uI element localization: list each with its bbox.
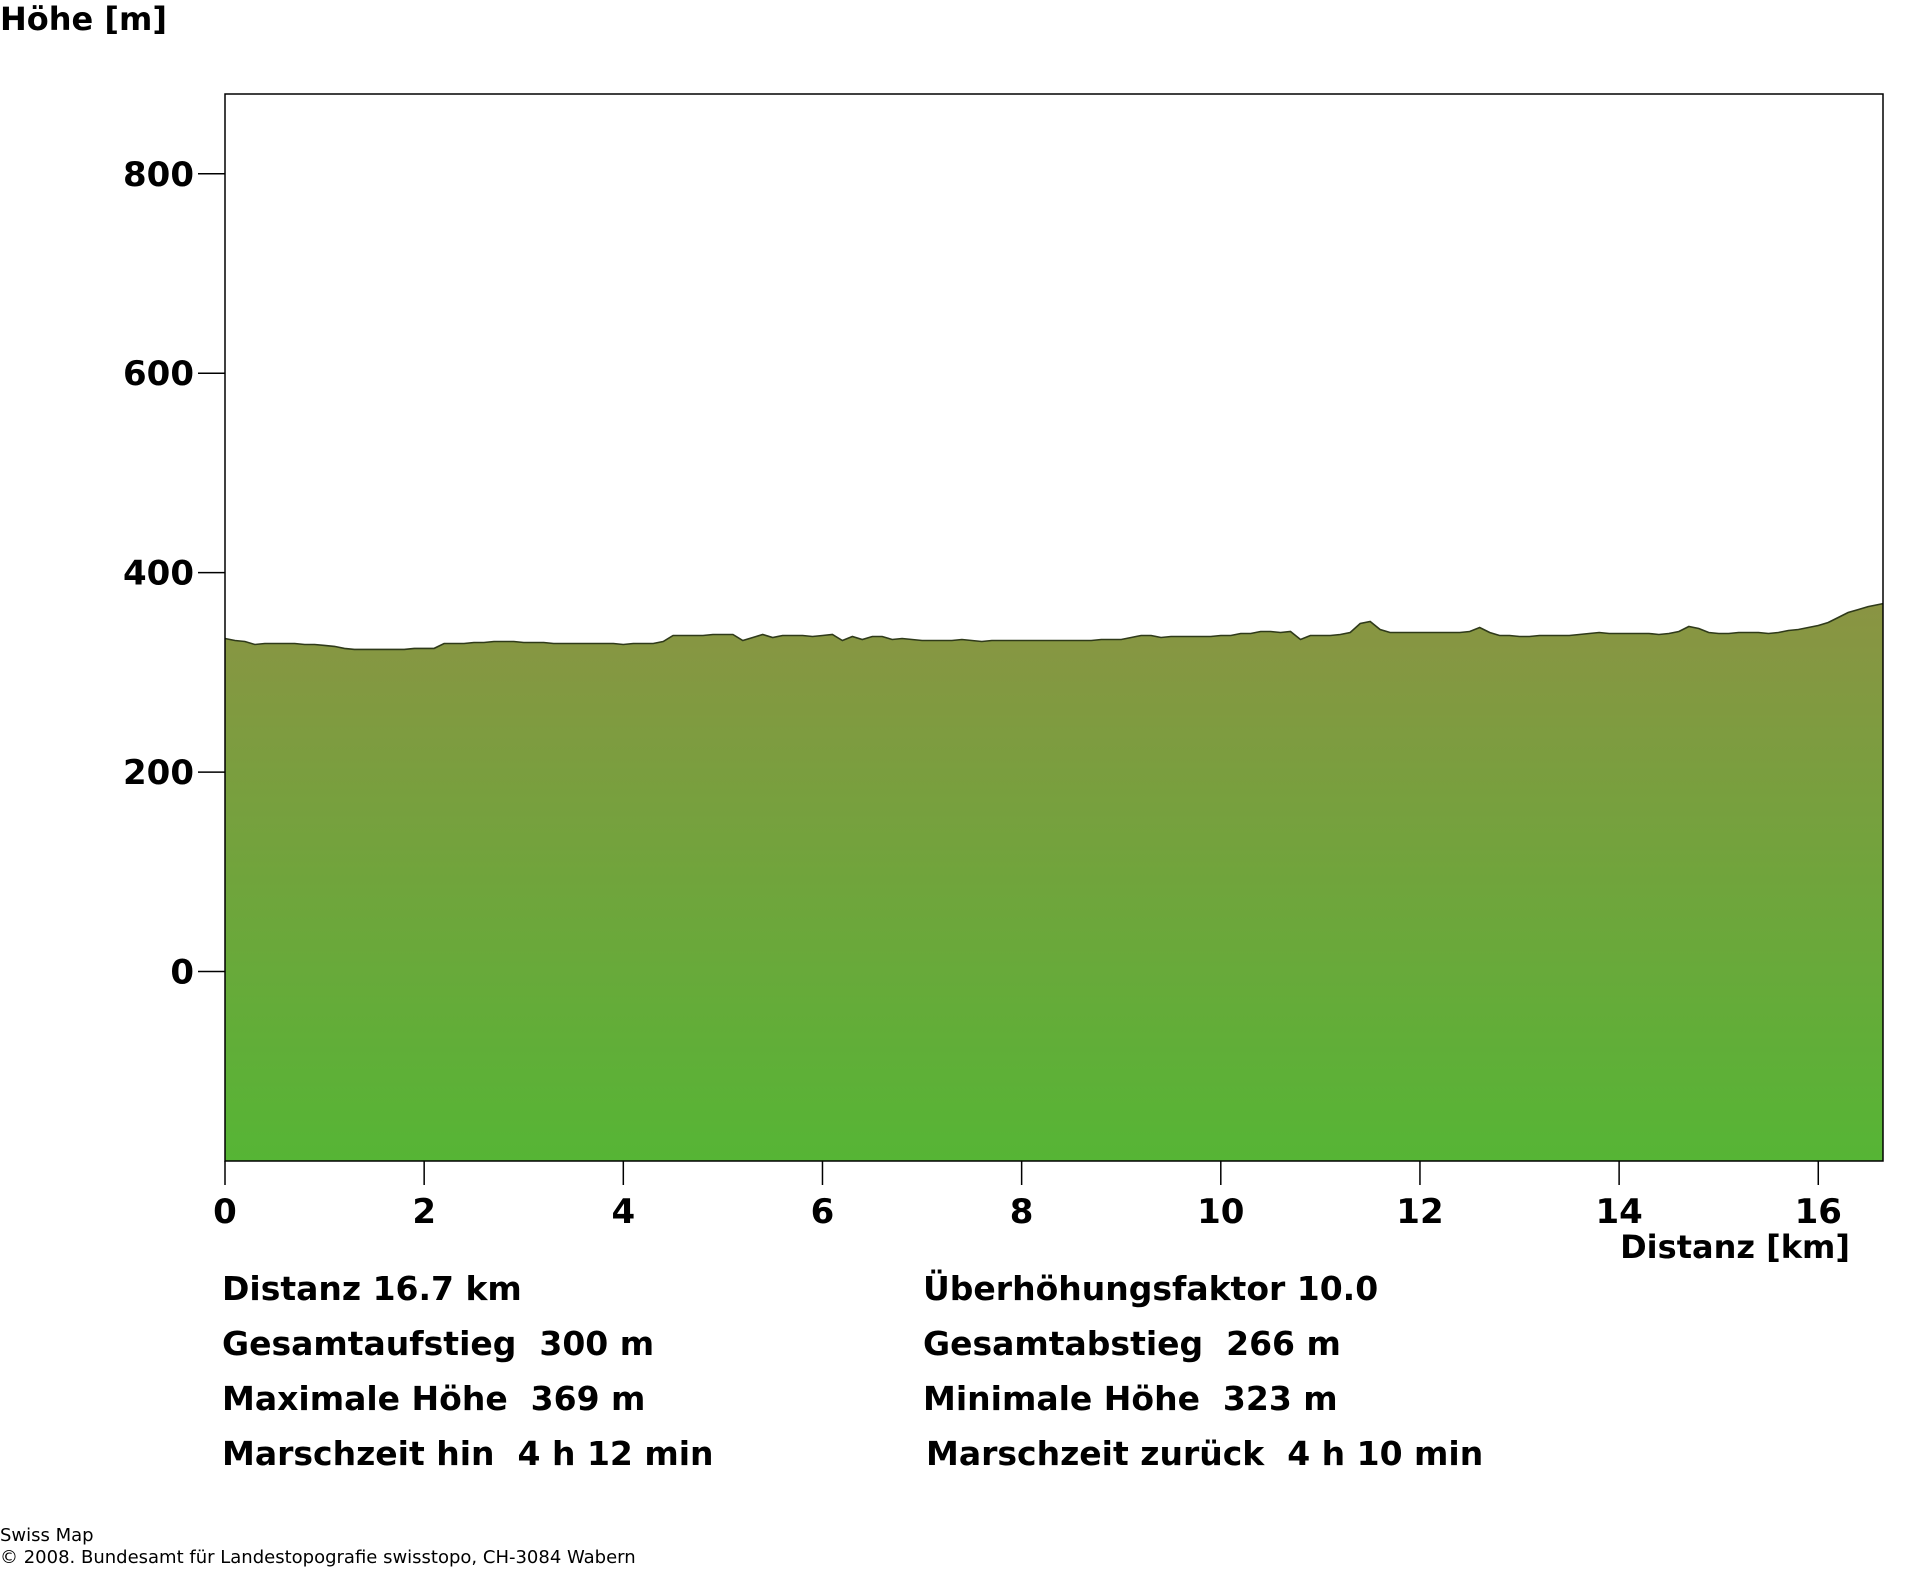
x-tick-label: 14 bbox=[1595, 1192, 1642, 1232]
x-axis-title: Distanz [km] bbox=[1620, 1228, 1850, 1266]
x-tick-label: 0 bbox=[213, 1192, 237, 1232]
plot-frame bbox=[224, 93, 1884, 1162]
x-tick-label: 2 bbox=[412, 1192, 436, 1232]
y-tick-label: 600 bbox=[123, 354, 194, 394]
x-tick-label: 12 bbox=[1396, 1192, 1443, 1232]
stat-total-ascent: Gesamtaufstieg 300 m bbox=[222, 1324, 655, 1363]
elevation-outline bbox=[224, 602, 1884, 651]
stat-max-elevation: Maximale Höhe 369 m bbox=[222, 1379, 646, 1418]
y-axis-title: Höhe [m] bbox=[0, 0, 167, 38]
stat-distance: Distanz 16.7 km bbox=[222, 1269, 522, 1308]
stat-total-descent: Gesamtabstieg 266 m bbox=[923, 1324, 1341, 1363]
elevation-area bbox=[225, 603, 1883, 1161]
x-tick-label: 8 bbox=[1010, 1192, 1034, 1232]
x-tick-label: 16 bbox=[1795, 1192, 1842, 1232]
footer-copyright: © 2008. Bundesamt für Landestopografie s… bbox=[0, 1547, 636, 1568]
y-tick-label: 0 bbox=[170, 953, 194, 993]
x-tick-label: 10 bbox=[1197, 1192, 1244, 1232]
stat-min-elevation: Minimale Höhe 323 m bbox=[923, 1379, 1338, 1418]
y-tick-label: 200 bbox=[123, 753, 194, 793]
stat-walking-time-back: Marschzeit zurück 4 h 10 min bbox=[926, 1434, 1484, 1473]
stat-walking-time-out: Marschzeit hin 4 h 12 min bbox=[222, 1434, 714, 1473]
y-tick-label: 800 bbox=[123, 155, 194, 195]
x-tick-label: 6 bbox=[811, 1192, 835, 1232]
x-tick-label: 4 bbox=[611, 1192, 635, 1232]
y-tick-label: 400 bbox=[123, 554, 194, 594]
footer-title: Swiss Map bbox=[0, 1525, 94, 1546]
stat-exaggeration-factor: Überhöhungsfaktor 10.0 bbox=[923, 1269, 1379, 1308]
